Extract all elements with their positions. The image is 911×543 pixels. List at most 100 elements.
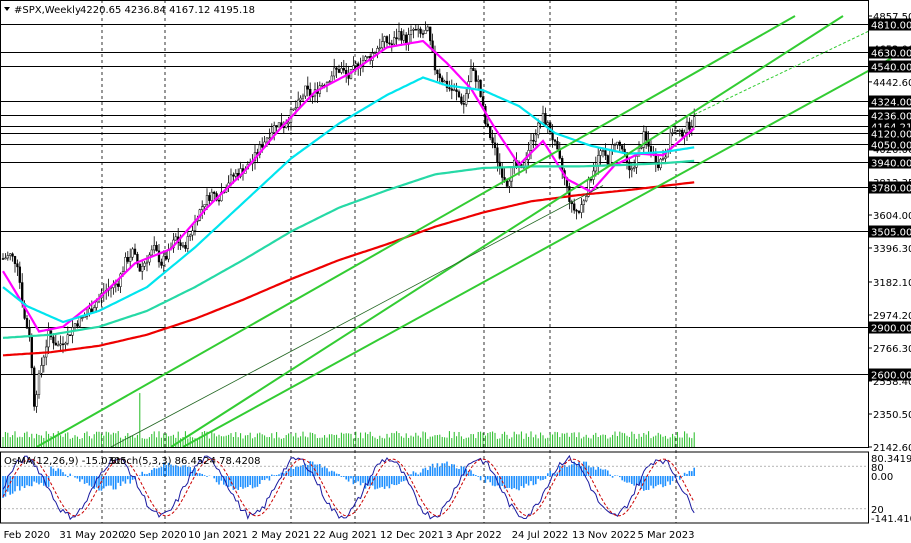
level-tag: 4630.00 [871, 49, 911, 60]
candle-body [354, 63, 357, 66]
candle-body [205, 195, 209, 205]
candle-body [126, 257, 129, 262]
channel-line [36, 15, 796, 448]
candle-body [203, 204, 206, 208]
candle-body [366, 56, 369, 58]
x-tick-label: 22 Aug 2021 [313, 530, 377, 541]
candle-body [145, 261, 149, 264]
candle-body [635, 155, 638, 168]
candle-body [433, 51, 437, 71]
candle-body [457, 91, 461, 98]
x-tick-label: 12 Dec 2021 [380, 530, 444, 541]
candle-body [642, 131, 645, 148]
candle-body [9, 253, 12, 256]
candle-body [174, 236, 177, 241]
level-tag: 4050.00 [871, 141, 911, 152]
volume-bars [2, 393, 695, 447]
candle-body [232, 174, 235, 177]
candle-body [90, 308, 93, 312]
candle-body [179, 242, 182, 246]
candle-body [486, 123, 489, 127]
candle-body [606, 155, 609, 165]
candle-body [645, 131, 648, 141]
candle-body [220, 191, 223, 202]
candle-body [501, 168, 504, 178]
candle-body [16, 263, 19, 268]
candle-body [390, 43, 393, 46]
candle-body [37, 372, 41, 395]
candle-body [625, 152, 629, 163]
candle-body [568, 186, 571, 202]
sub-frame [0, 451, 869, 524]
candle-body [597, 155, 600, 166]
osma-label: OsMA(12,26,9) -15.0305 [4, 456, 127, 467]
sub-y-label: 20 [871, 505, 884, 516]
candle-body [165, 255, 168, 260]
level-tag-bg [868, 156, 911, 169]
candle-body [693, 116, 696, 128]
candle-body [66, 334, 69, 344]
candle-body [273, 125, 276, 133]
candle-body [186, 236, 189, 249]
candle-body [537, 122, 540, 136]
candle-body [275, 125, 278, 128]
candle-body [277, 122, 281, 128]
candle-body [352, 65, 355, 70]
candle-body [489, 126, 492, 138]
candle-body [95, 301, 98, 308]
candle-body [400, 31, 403, 41]
x-tick-label: 20 Sep 2020 [123, 530, 186, 541]
candle-body [448, 87, 451, 90]
candle-body [261, 144, 264, 148]
candle-body [419, 28, 422, 34]
stoch-label: Stoch(5,3,3) 86.4524 78.4208 [110, 456, 261, 467]
candle-body [469, 67, 473, 82]
level-tag: 4120.00 [871, 130, 911, 141]
candle-body [573, 203, 576, 211]
candle-body [76, 323, 79, 327]
candle-body [421, 33, 425, 35]
candle-body [42, 356, 45, 366]
candle-body [441, 77, 444, 82]
diagonal-line [110, 185, 604, 448]
ohlc-values: 4220.65 4236.84 4167.12 4195.18 [80, 5, 255, 16]
candle-body [385, 36, 389, 44]
dropdown-triangle-icon[interactable] [4, 7, 10, 11]
candle-body [544, 113, 547, 125]
candle-body [114, 283, 117, 286]
candles [1, 21, 696, 413]
candle-body [601, 150, 605, 152]
level-tag-bg [868, 95, 911, 108]
moving-average-line [2, 159, 695, 339]
candle-body [402, 34, 405, 41]
channel-extension [693, 31, 869, 116]
channel-line [182, 57, 892, 448]
candle-body [47, 330, 50, 348]
candle-body [412, 29, 415, 31]
candle-body [4, 257, 7, 260]
candle-body [676, 130, 679, 132]
level-tag: 4236.00 [871, 112, 911, 123]
candle-body [333, 67, 336, 77]
level-tag-bg [868, 225, 911, 238]
level-tag-bg [868, 60, 911, 73]
candle-body [474, 70, 477, 82]
price-frame [0, 0, 869, 448]
x-tick-label: 31 May 2020 [59, 530, 124, 541]
level-tag: 2900.00 [871, 324, 911, 335]
channel-line [170, 15, 844, 448]
candle-body [234, 173, 237, 177]
y-tick-label: 4442.60 [873, 78, 911, 89]
candle-body [335, 67, 338, 70]
candle-body [157, 250, 161, 263]
level-tag-bg [868, 181, 911, 194]
level-tag: 4540.00 [871, 63, 911, 74]
x-tick-label: 13 Nov 2022 [572, 530, 636, 541]
candle-body [6, 255, 9, 259]
level-tag: 2600.00 [871, 371, 911, 382]
moving-averages [2, 39, 695, 357]
level-tag-bg [868, 46, 911, 59]
candle-body [141, 266, 144, 272]
candle-body [119, 273, 122, 287]
